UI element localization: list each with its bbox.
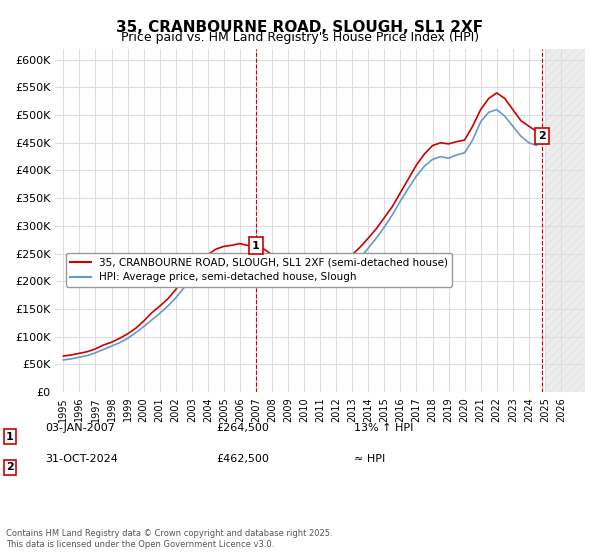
Text: 2: 2 — [538, 131, 546, 141]
Text: Contains HM Land Registry data © Crown copyright and database right 2025.
This d: Contains HM Land Registry data © Crown c… — [6, 529, 332, 549]
Text: 2: 2 — [6, 463, 14, 473]
Text: 03-JAN-2007: 03-JAN-2007 — [45, 423, 115, 433]
Text: ≈ HPI: ≈ HPI — [354, 454, 385, 464]
Text: 13% ↑ HPI: 13% ↑ HPI — [354, 423, 413, 433]
Text: 1: 1 — [252, 241, 260, 250]
Text: 1: 1 — [6, 432, 14, 442]
Legend: 35, CRANBOURNE ROAD, SLOUGH, SL1 2XF (semi-detached house), HPI: Average price, : 35, CRANBOURNE ROAD, SLOUGH, SL1 2XF (se… — [66, 253, 452, 287]
Text: £462,500: £462,500 — [216, 454, 269, 464]
Text: 35, CRANBOURNE ROAD, SLOUGH, SL1 2XF: 35, CRANBOURNE ROAD, SLOUGH, SL1 2XF — [116, 20, 484, 35]
Text: Price paid vs. HM Land Registry's House Price Index (HPI): Price paid vs. HM Land Registry's House … — [121, 31, 479, 44]
Text: £264,500: £264,500 — [216, 423, 269, 433]
Text: 31-OCT-2024: 31-OCT-2024 — [45, 454, 118, 464]
Bar — [545, 49, 585, 392]
